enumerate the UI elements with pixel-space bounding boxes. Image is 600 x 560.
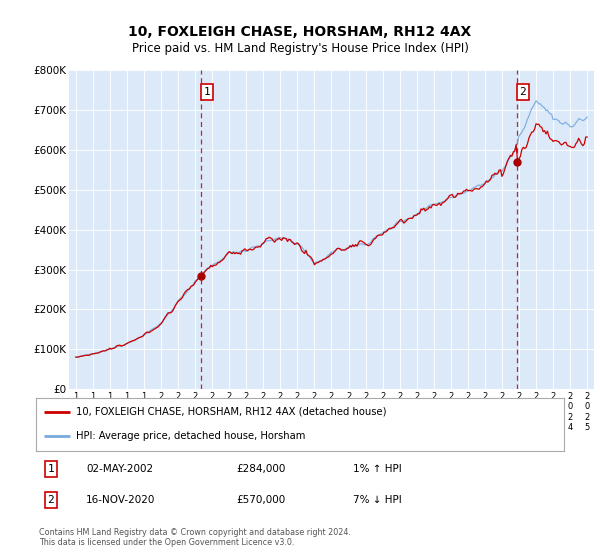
- Text: 1: 1: [47, 464, 54, 474]
- Text: 10, FOXLEIGH CHASE, HORSHAM, RH12 4AX: 10, FOXLEIGH CHASE, HORSHAM, RH12 4AX: [128, 25, 472, 39]
- Text: Contains HM Land Registry data © Crown copyright and database right 2024.
This d: Contains HM Land Registry data © Crown c…: [39, 528, 351, 547]
- Text: £284,000: £284,000: [236, 464, 286, 474]
- Text: HPI: Average price, detached house, Horsham: HPI: Average price, detached house, Hors…: [76, 431, 305, 441]
- Text: Price paid vs. HM Land Registry's House Price Index (HPI): Price paid vs. HM Land Registry's House …: [131, 42, 469, 55]
- Text: £570,000: £570,000: [236, 495, 286, 505]
- Text: 1: 1: [203, 87, 210, 97]
- Text: 02-MAY-2002: 02-MAY-2002: [86, 464, 153, 474]
- Text: 10, FOXLEIGH CHASE, HORSHAM, RH12 4AX (detached house): 10, FOXLEIGH CHASE, HORSHAM, RH12 4AX (d…: [76, 407, 386, 417]
- Text: 1% ↑ HPI: 1% ↑ HPI: [353, 464, 401, 474]
- Text: 16-NOV-2020: 16-NOV-2020: [86, 495, 155, 505]
- Text: 2: 2: [47, 495, 54, 505]
- Text: 2: 2: [520, 87, 526, 97]
- Text: 7% ↓ HPI: 7% ↓ HPI: [353, 495, 401, 505]
